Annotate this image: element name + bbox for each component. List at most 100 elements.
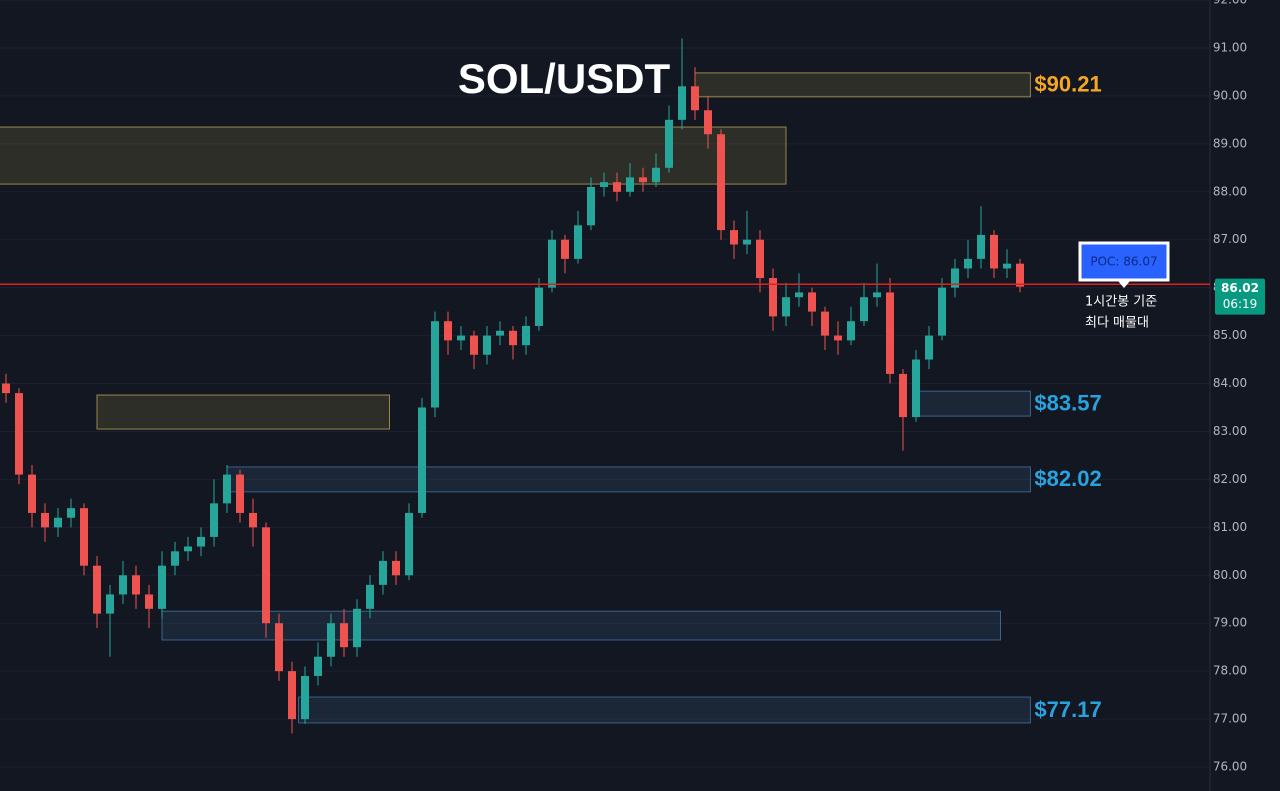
candle-body — [210, 503, 218, 537]
candle-body — [223, 474, 231, 504]
candle-body — [470, 335, 478, 355]
candle-body — [912, 359, 920, 418]
candle-body — [925, 335, 933, 360]
candle-body — [990, 234, 998, 269]
poc-box — [1078, 241, 1170, 282]
candle-body — [834, 335, 842, 341]
candle-body — [327, 623, 335, 657]
y-tick-label: 90.00 — [1213, 88, 1247, 102]
candle-body — [626, 177, 634, 192]
poc-pointer — [1118, 281, 1130, 288]
candle-body — [41, 512, 49, 528]
candle-body — [132, 575, 140, 595]
y-tick-label: 78.00 — [1213, 664, 1247, 678]
candle-body — [119, 575, 127, 595]
zone — [96, 394, 390, 430]
candle-body — [80, 508, 88, 566]
candle-body — [756, 239, 764, 279]
candle-body — [509, 330, 517, 346]
chart-title: SOL/USDT — [458, 55, 671, 102]
candle-body — [249, 512, 257, 528]
candle-body — [977, 234, 985, 259]
candle-body — [275, 623, 283, 672]
candle-body — [184, 546, 192, 552]
candle-body — [106, 594, 114, 614]
candle-body — [418, 407, 426, 513]
candle-body — [457, 335, 465, 341]
candle-body — [587, 186, 595, 226]
y-tick-label: 87.00 — [1213, 232, 1247, 246]
y-tick-label: 77.00 — [1213, 712, 1247, 726]
zone — [161, 610, 1001, 641]
zone — [915, 390, 1031, 417]
candle-body — [444, 321, 452, 341]
candle-body — [964, 258, 972, 269]
candle-body — [158, 565, 166, 609]
candle-body — [366, 584, 374, 609]
price-tag-countdown: 06:19 — [1223, 297, 1258, 311]
candle-body — [353, 608, 361, 648]
candle-body — [691, 86, 699, 111]
candle-body — [873, 292, 881, 298]
annotation: 최다 매물대 — [1085, 316, 1149, 331]
y-tick-label: 89.00 — [1213, 136, 1247, 150]
candle-body — [1003, 263, 1011, 269]
zone — [226, 466, 1031, 493]
candle-body — [678, 86, 686, 120]
candle-body — [15, 393, 23, 475]
candle-body — [392, 560, 400, 576]
candle-body — [795, 292, 803, 298]
candle-body — [743, 239, 751, 245]
y-tick-label: 92.00 — [1213, 0, 1247, 7]
candles — [2, 38, 1024, 734]
price-tag-value: 86.02 — [1221, 281, 1259, 295]
candle-body — [236, 474, 244, 513]
zones: $90.21 $83.57 $82.02 $77.17 — [0, 72, 1102, 724]
candle-body — [145, 594, 153, 609]
candle-body — [2, 383, 10, 394]
zone-label: $90.21 — [1034, 72, 1101, 97]
y-tick-label: 76.00 — [1213, 760, 1247, 774]
y-tick-label: 81.00 — [1213, 520, 1247, 534]
candle-body — [379, 560, 387, 585]
candle-body — [340, 623, 348, 648]
candle-body — [548, 239, 556, 288]
candle-body — [483, 335, 491, 355]
candle-body — [28, 474, 36, 513]
candle-body — [405, 512, 413, 576]
candle-body — [574, 225, 582, 259]
y-tick-label: 85.00 — [1213, 328, 1247, 342]
candle-body — [262, 527, 270, 624]
zone-label: $77.17 — [1034, 697, 1101, 722]
candle-body — [197, 536, 205, 547]
candle-body — [561, 239, 569, 259]
candle-body — [782, 297, 790, 317]
zone-label: $83.57 — [1034, 390, 1101, 415]
y-tick-label: 88.00 — [1213, 184, 1247, 198]
candle-body — [717, 134, 725, 231]
candle-body — [171, 551, 179, 566]
y-tick-label: 82.00 — [1213, 472, 1247, 486]
price-tag — [1215, 278, 1265, 315]
candle-body — [93, 565, 101, 614]
candle-body — [860, 297, 868, 322]
candle-body — [821, 311, 829, 336]
candle-body — [951, 268, 959, 288]
candle-body — [769, 278, 777, 317]
candle-body — [938, 287, 946, 336]
y-tick-label: 83.00 — [1213, 424, 1247, 438]
candle-body — [730, 230, 738, 245]
candle-body — [899, 373, 907, 418]
y-tick-label: 80.00 — [1213, 568, 1247, 582]
candle-body — [522, 325, 530, 346]
poc-label: POC: 86.07 — [1090, 255, 1157, 269]
candle-body — [600, 182, 608, 187]
y-tick-label: 79.00 — [1213, 616, 1247, 630]
grid: 76.00 77.00 78.00 79.00 80.00 81.00 82.00 83.00… — [0, 0, 1247, 791]
candle-body — [535, 287, 543, 326]
candle-body — [314, 656, 322, 676]
candle-body — [496, 330, 504, 336]
candle-body — [67, 508, 75, 518]
